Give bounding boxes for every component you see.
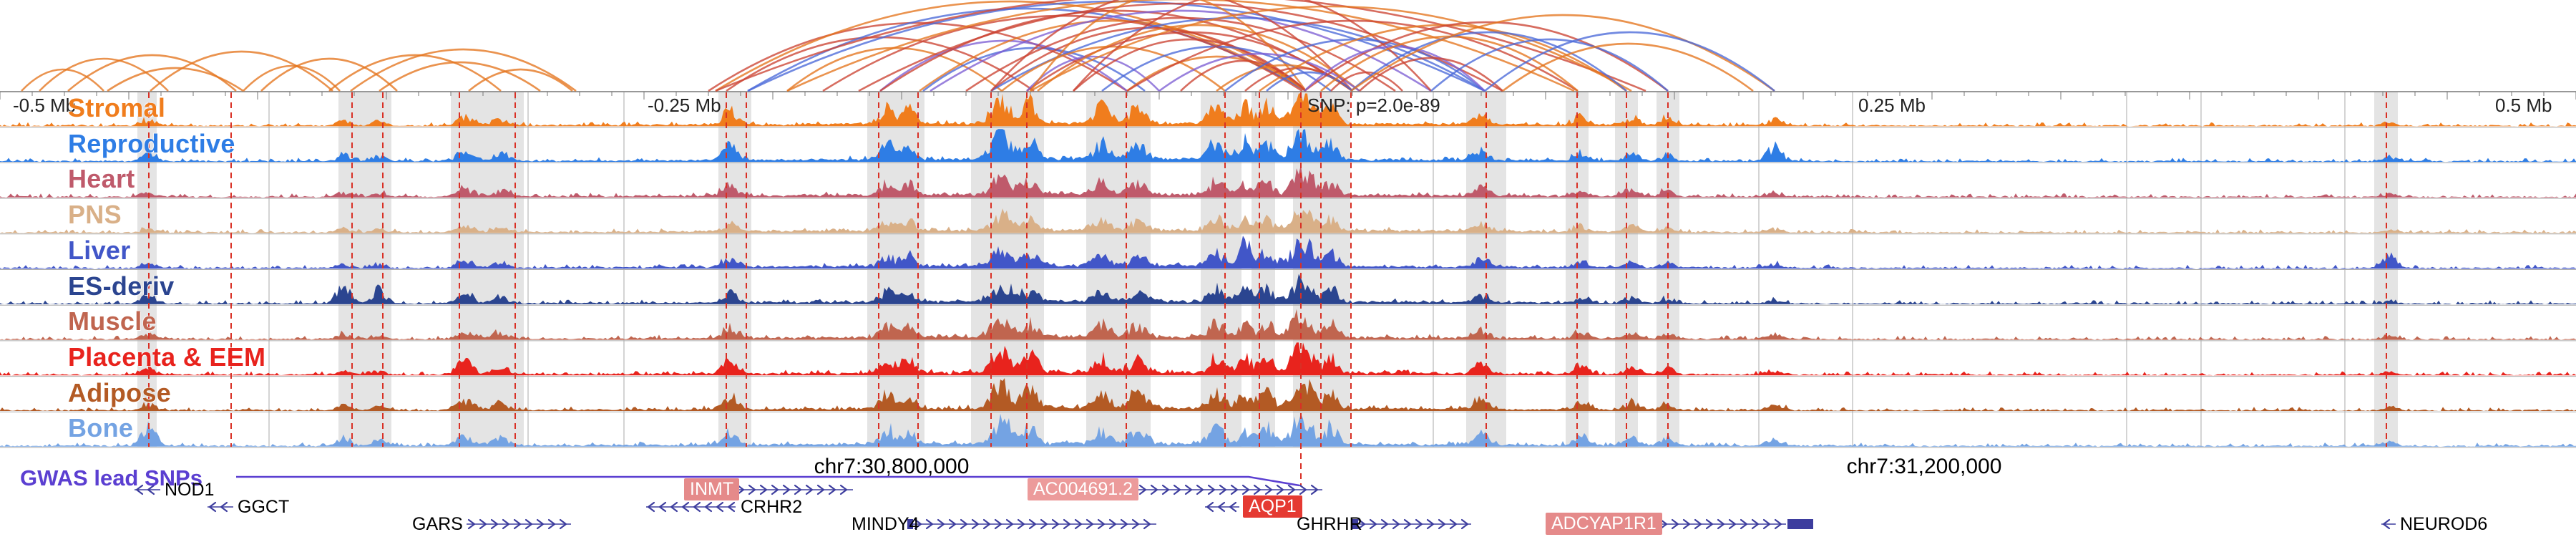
signal-bone — [0, 413, 2576, 447]
signal-stromal — [0, 93, 2576, 127]
snp-lines — [148, 92, 2387, 485]
gene-label-ggct: GGCT — [238, 497, 290, 517]
signal-es-deriv — [0, 274, 2576, 304]
gene-label-ac004691-2: AC004691.2 — [1028, 478, 1139, 500]
signal-muscle — [0, 309, 2576, 340]
gene-label-adcyap1r1: ADCYAP1R1 — [1546, 513, 1662, 535]
track-label-es-deriv: ES-deriv — [68, 271, 175, 301]
track-label-heart: Heart — [68, 164, 135, 194]
track-label-adipose: Adipose — [68, 377, 172, 407]
gene-label-mindy4: MINDY4 — [852, 514, 919, 534]
signal-placenta-eem — [0, 342, 2576, 376]
ruler-label-0-25-mb: 0.25 Mb — [1858, 95, 1926, 116]
track-label-muscle: Muscle — [68, 306, 157, 337]
track-label-bone: Bone — [68, 413, 134, 443]
ruler-label-0-5-mb: -0.5 Mb — [13, 95, 77, 116]
coordinate-label-chr7-31-200-000: chr7:31,200,000 — [1846, 455, 2002, 478]
ruler-label-0-5-mb: 0.5 Mb — [2495, 95, 2552, 116]
signal-pns — [0, 208, 2576, 233]
gene-label-ghrhr: GHRHR — [1297, 514, 1362, 534]
signal-heart — [0, 164, 2576, 198]
coordinate-label-chr7-30-800-000: chr7:30,800,000 — [814, 455, 970, 478]
gene-label-neurod6: NEUROD6 — [2400, 514, 2488, 534]
track-label-reproductive: Reproductive — [68, 128, 235, 158]
track-label-liver: Liver — [68, 235, 131, 265]
gene-label-nod1: NOD1 — [165, 480, 215, 500]
gene-label-aqp1: AQP1 — [1243, 495, 1302, 518]
ruler-label-0-25-mb: -0.25 Mb — [648, 95, 721, 116]
track-axes — [0, 91, 2576, 448]
gene-label-inmt: INMT — [684, 478, 740, 500]
track-label-placenta-eem: Placenta & EEM — [68, 342, 266, 372]
gwas-connector-line — [236, 475, 1300, 487]
signal-reproductive — [0, 129, 2576, 163]
signal-tracks — [0, 93, 2576, 447]
gwas-lead-snps-label: GWAS lead SNPs — [20, 465, 203, 490]
gene-label-gars: GARS — [412, 514, 463, 534]
track-label-pns: PNS — [68, 200, 122, 230]
track-label-stromal: Stromal — [68, 93, 166, 122]
ruler-label-snp-p-2-0e-89: SNP: p=2.0e-89 — [1307, 95, 1440, 116]
gene-label-crhr2: CRHR2 — [741, 497, 803, 517]
gene-track — [135, 484, 2396, 530]
interaction-arcs — [21, 0, 1775, 92]
signal-adipose — [0, 378, 2576, 411]
